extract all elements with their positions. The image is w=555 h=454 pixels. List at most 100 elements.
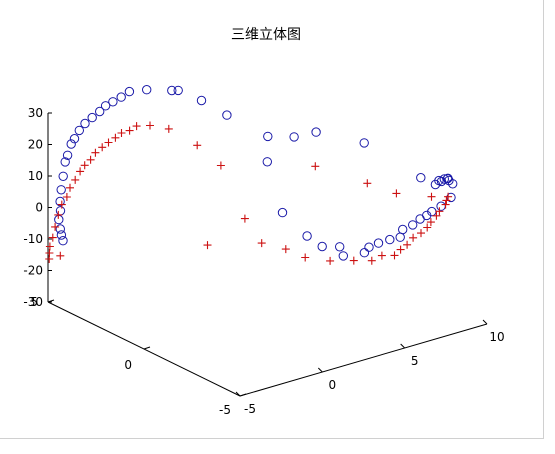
z-tick-label: 0 — [35, 201, 43, 215]
plus-marker — [427, 192, 436, 201]
circle-marker — [442, 174, 453, 184]
x-axis-ticks: -5 0 5 10 — [235, 319, 505, 416]
x-tick-label: 5 — [411, 354, 419, 368]
circle-marker — [55, 196, 65, 207]
circle-marker — [373, 238, 384, 248]
circle-marker — [416, 173, 426, 183]
plus-marker — [396, 245, 405, 254]
circle-marker — [196, 95, 207, 106]
z-tick-label: -30 — [23, 295, 43, 309]
plus-marker — [216, 161, 225, 170]
circle-marker — [62, 150, 73, 161]
plus-marker — [367, 256, 376, 265]
circle-marker — [359, 248, 370, 258]
circle-marker — [60, 157, 70, 167]
plus-marker — [132, 122, 141, 131]
plus-marker — [417, 229, 425, 238]
y-tick-label: -5 — [219, 403, 231, 417]
circle-marker — [173, 85, 183, 96]
circle-marker — [100, 101, 111, 111]
y-axis-ticks: -5 0 5 — [30, 295, 247, 417]
plus-marker — [203, 241, 212, 250]
y-tick-label: 0 — [124, 358, 132, 372]
plus-marker — [193, 141, 202, 150]
circle-marker — [66, 139, 76, 149]
circle-marker — [58, 236, 68, 246]
plus-marker — [301, 253, 310, 262]
plus-marker — [409, 233, 418, 242]
circle-marker — [289, 132, 299, 142]
circle-marker — [277, 207, 288, 218]
y-tick-mark — [143, 346, 151, 350]
circle-marker — [408, 220, 418, 230]
plus-marker — [426, 218, 435, 227]
y-tick-label: 5 — [30, 295, 38, 309]
plus-marker — [111, 133, 120, 142]
x-axis-line — [239, 323, 488, 397]
plus-marker — [441, 200, 450, 209]
plus-marker — [125, 126, 134, 135]
plus-marker — [442, 196, 451, 205]
circle-marker — [80, 118, 90, 129]
plus-marker — [363, 179, 372, 188]
circle-marker — [124, 86, 135, 97]
circle-marker — [439, 174, 449, 184]
plus-marker — [98, 143, 107, 152]
plus-marker — [435, 207, 444, 216]
y-tick-mark — [239, 393, 247, 397]
circle-marker — [311, 127, 321, 137]
circle-marker — [74, 125, 85, 136]
plus-marker — [104, 138, 113, 147]
axes-lines — [47, 113, 488, 397]
z-tick-label: 20 — [28, 138, 43, 152]
plus-marker — [281, 245, 290, 254]
plus-marker — [56, 251, 65, 260]
plus-marker — [392, 189, 401, 198]
plus-marker — [54, 210, 63, 219]
z-tick-label: 10 — [28, 169, 43, 183]
plus-marker — [48, 233, 57, 242]
circle-marker — [116, 92, 126, 102]
x-tick-label: 10 — [489, 330, 504, 344]
plus-marker — [432, 211, 441, 220]
plus-marker — [80, 161, 89, 170]
x-tick-label: 0 — [329, 378, 337, 392]
x-tick-label: -5 — [244, 402, 256, 416]
circle-marker — [335, 242, 345, 252]
y-tick-mark — [47, 299, 55, 303]
x-tick-mark — [400, 343, 406, 349]
circle-marker — [55, 206, 66, 216]
circle-marker — [395, 232, 405, 242]
circle-marker — [263, 131, 273, 142]
circle-marker — [436, 201, 446, 211]
plus-marker — [349, 256, 358, 265]
circle-marker — [95, 106, 105, 117]
plus-marker — [86, 155, 95, 164]
circle-marker — [398, 224, 408, 235]
plus-marker — [164, 124, 173, 133]
plus-marker — [51, 222, 60, 231]
circle-marker — [108, 97, 118, 107]
plus-marker — [403, 240, 412, 249]
circle-marker — [430, 179, 441, 190]
plus-marker — [311, 162, 320, 171]
z-tick-label: 30 — [28, 106, 43, 120]
plus-marker — [444, 192, 453, 201]
circle-marker — [87, 112, 97, 123]
z-axis-ticks: -30 -20 -10 0 10 20 30 — [23, 106, 52, 309]
plus-marker — [45, 242, 54, 251]
figure-border — [0, 0, 544, 439]
z-tick-label: -20 — [23, 264, 43, 278]
circle-marker — [222, 110, 232, 120]
z-tick-label: -10 — [23, 232, 43, 246]
plus-marker — [66, 183, 74, 192]
circle-marker — [69, 134, 80, 144]
plus-marker — [240, 214, 249, 223]
plus-marker — [390, 251, 399, 260]
circle-marker — [302, 231, 312, 241]
plus-marker — [62, 193, 71, 201]
circle-marker — [359, 138, 369, 148]
circle-marker — [56, 185, 66, 195]
circle-marker — [338, 251, 348, 261]
plus-marker — [146, 121, 154, 130]
